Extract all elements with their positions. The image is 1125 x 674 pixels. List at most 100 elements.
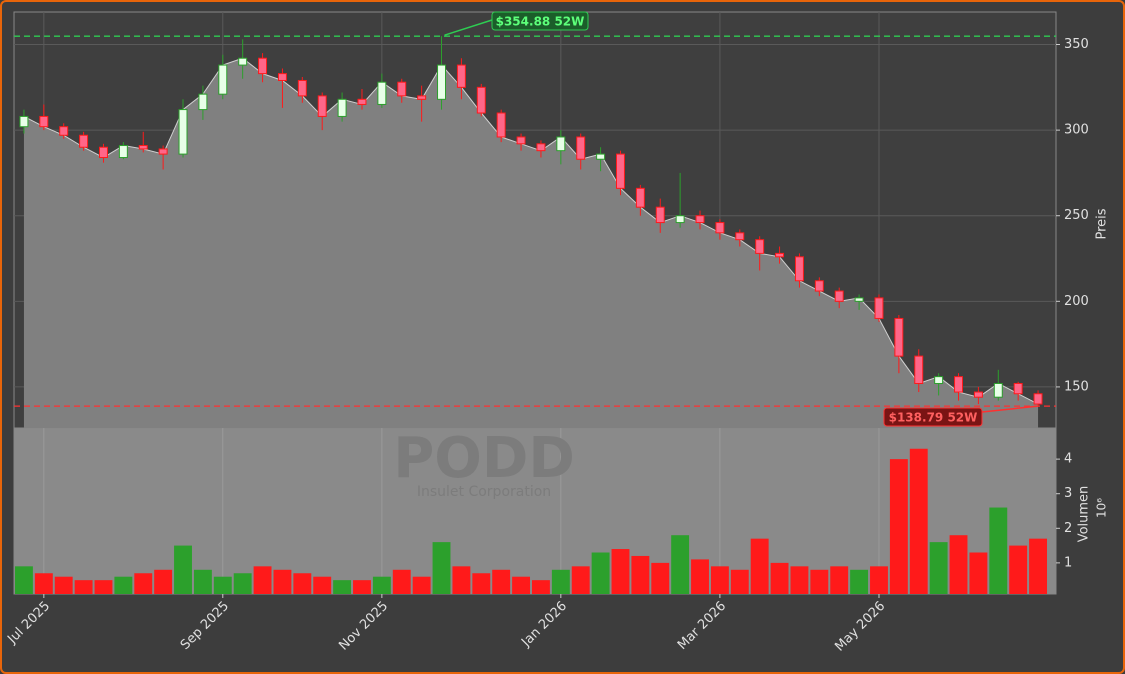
volume-bar (253, 566, 272, 594)
volume-bar (94, 580, 113, 594)
volume-bar (353, 580, 371, 594)
volume-bar (392, 569, 411, 594)
high-arrow (444, 19, 493, 36)
candle-body (914, 355, 924, 384)
low-arrow (981, 405, 1039, 413)
volume-bar (611, 549, 630, 594)
close-area (23, 58, 1039, 428)
candle-body (794, 256, 804, 282)
candle-body (437, 64, 446, 100)
candle-body (954, 376, 963, 393)
y2-tick-label: 1 (1064, 555, 1072, 570)
y-tick-label: 250 (1064, 208, 1089, 223)
y-axis-label: Preis (1095, 208, 1110, 239)
volume-bar (273, 569, 292, 594)
candle-body (178, 109, 188, 155)
candle-body (476, 86, 486, 114)
candle-body (596, 153, 606, 160)
candle-body (894, 317, 904, 357)
candle-body (536, 143, 546, 152)
y-tick-label: 350 (1064, 37, 1089, 52)
candle-body (39, 115, 49, 128)
volume-bar (233, 573, 252, 594)
volume-bar (770, 562, 789, 594)
candle-body (655, 206, 665, 224)
candle-body (218, 64, 228, 95)
volume-bar (452, 566, 471, 594)
volume-bar (909, 448, 928, 594)
volume-bar (949, 535, 968, 594)
candle-body (337, 98, 347, 117)
volume-bar (432, 542, 451, 594)
candle-body (19, 115, 29, 128)
candle-body (854, 297, 864, 302)
volume-bar (313, 576, 332, 594)
y2-scale-label: 10⁶ (1095, 498, 1109, 518)
volume-bar (512, 576, 531, 594)
candle-body (775, 252, 785, 258)
candle-body (715, 222, 725, 234)
volume-bar (74, 580, 93, 594)
candle-body (735, 232, 745, 241)
high-label: $354.88 52W (496, 15, 585, 29)
volume-bar (1009, 545, 1028, 594)
candle-body (874, 297, 884, 319)
volume-bar (889, 459, 908, 594)
y-tick-label: 300 (1064, 123, 1089, 138)
high-label-box (491, 11, 589, 31)
candle-body (59, 126, 69, 136)
close-line (23, 57, 1039, 405)
volume-bar (929, 542, 948, 594)
candle-body (556, 136, 566, 152)
candle-body (99, 146, 108, 159)
volume-bar (730, 569, 749, 594)
volume-bar (154, 569, 173, 594)
volume-bar (830, 566, 849, 594)
candle-body (277, 73, 287, 81)
volume-bar (372, 576, 391, 594)
volume-bar (213, 576, 232, 594)
volume-bar (333, 580, 352, 594)
candle-body (695, 215, 705, 224)
candle-body (138, 145, 148, 150)
candle-body (297, 79, 307, 97)
y-tick-label: 200 (1064, 294, 1089, 309)
volume-bar (790, 566, 809, 594)
volume-bar (531, 580, 550, 594)
candle-body (496, 112, 506, 138)
candle-body (417, 95, 427, 100)
candle-body (1013, 382, 1023, 395)
x-tick-label: Jan 2026 (518, 599, 570, 651)
candle-body (397, 81, 407, 97)
candle-body (1033, 393, 1043, 405)
volume-bar (571, 566, 590, 594)
candle-body (993, 382, 1003, 398)
y-tick-label: 150 (1064, 379, 1089, 394)
volume-bar (174, 545, 192, 594)
candle-body (755, 239, 765, 254)
candle-body (456, 64, 466, 88)
y2-tick-label: 4 (1064, 452, 1072, 467)
x-tick-label: Jul 2025 (4, 599, 53, 648)
y2-axis-label: Volumen (1077, 486, 1092, 543)
volume-bar (750, 538, 769, 594)
volume-bar (134, 573, 153, 594)
candle-body (238, 57, 248, 66)
volume-bar (631, 555, 650, 594)
volume-bar (412, 576, 431, 594)
candle-body (377, 81, 387, 105)
candle-body (79, 134, 89, 148)
volume-bar (989, 507, 1008, 594)
candle-body (198, 93, 208, 111)
volume-bar (54, 576, 73, 594)
volume-bar (850, 569, 869, 594)
low-label-box (883, 407, 983, 427)
volume-bar (551, 569, 570, 594)
company-watermark: Insulet Corporation (417, 484, 551, 500)
volume-bar (293, 573, 312, 594)
candle-body (814, 280, 824, 292)
candle-body (675, 215, 685, 224)
volume-bar (969, 552, 988, 594)
volume-bar (810, 569, 829, 594)
